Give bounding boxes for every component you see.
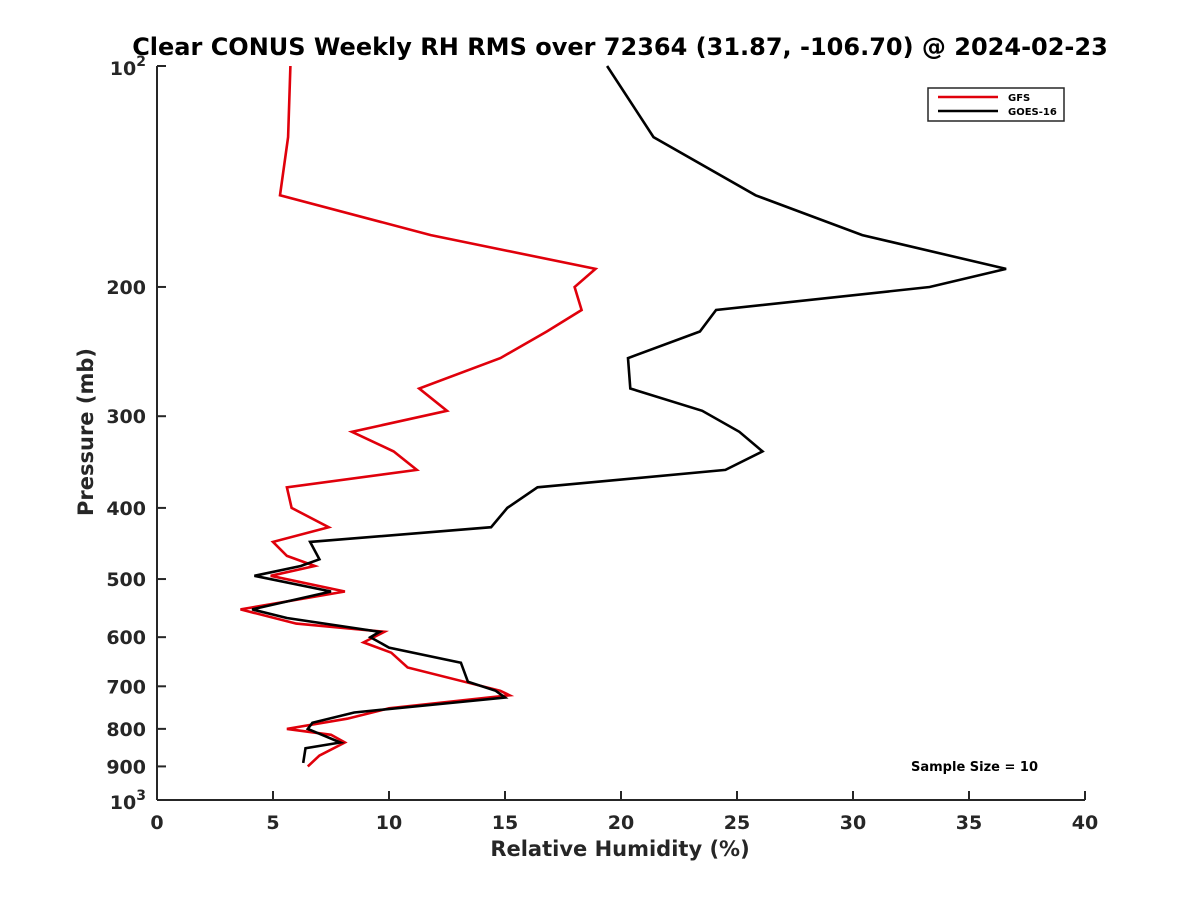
y-tick-label: 200 bbox=[106, 277, 146, 299]
x-tick-label: 20 bbox=[608, 812, 634, 834]
y-tick-label: 700 bbox=[106, 676, 146, 698]
x-tick-label: 30 bbox=[840, 812, 866, 834]
x-axis-label: Relative Humidity (%) bbox=[490, 837, 749, 861]
y-tick-label: 400 bbox=[106, 498, 146, 520]
x-tick-label: 15 bbox=[492, 812, 518, 834]
chart-title: Clear CONUS Weekly RH RMS over 72364 (31… bbox=[132, 33, 1108, 61]
x-tick-label: 0 bbox=[150, 812, 163, 834]
sample-size-annotation: Sample Size = 10 bbox=[911, 760, 1038, 775]
y-tick-label: 500 bbox=[106, 569, 146, 591]
y-tick-label: 600 bbox=[106, 627, 146, 649]
legend-box bbox=[927, 87, 1065, 122]
x-tick-label: 5 bbox=[266, 812, 279, 834]
y-tick-label: 102 bbox=[110, 54, 146, 80]
y-tick-label: 800 bbox=[106, 719, 146, 741]
x-tick-label: 35 bbox=[956, 812, 982, 834]
x-tick-label: 10 bbox=[376, 812, 402, 834]
axes-layer: 0 5 10 15 20 25 30 35 40 102 200 300 400 500 600 700 800… bbox=[106, 54, 1098, 834]
legend-label-goes-16: GOES-16 bbox=[1008, 107, 1057, 118]
y-tick-label: 900 bbox=[106, 756, 146, 778]
y-tick-label: 300 bbox=[106, 406, 146, 428]
x-tick-label: 25 bbox=[724, 812, 750, 834]
y-tick-label: 103 bbox=[110, 788, 146, 814]
x-tick-label: 40 bbox=[1072, 812, 1098, 834]
legend: GFS GOES-16 bbox=[927, 87, 1065, 122]
y-axis-label: Pressure (mb) bbox=[74, 348, 98, 516]
series-line-goes-16 bbox=[251, 65, 1007, 764]
legend-label-gfs: GFS bbox=[1008, 93, 1030, 104]
series-layer bbox=[240, 65, 1007, 768]
